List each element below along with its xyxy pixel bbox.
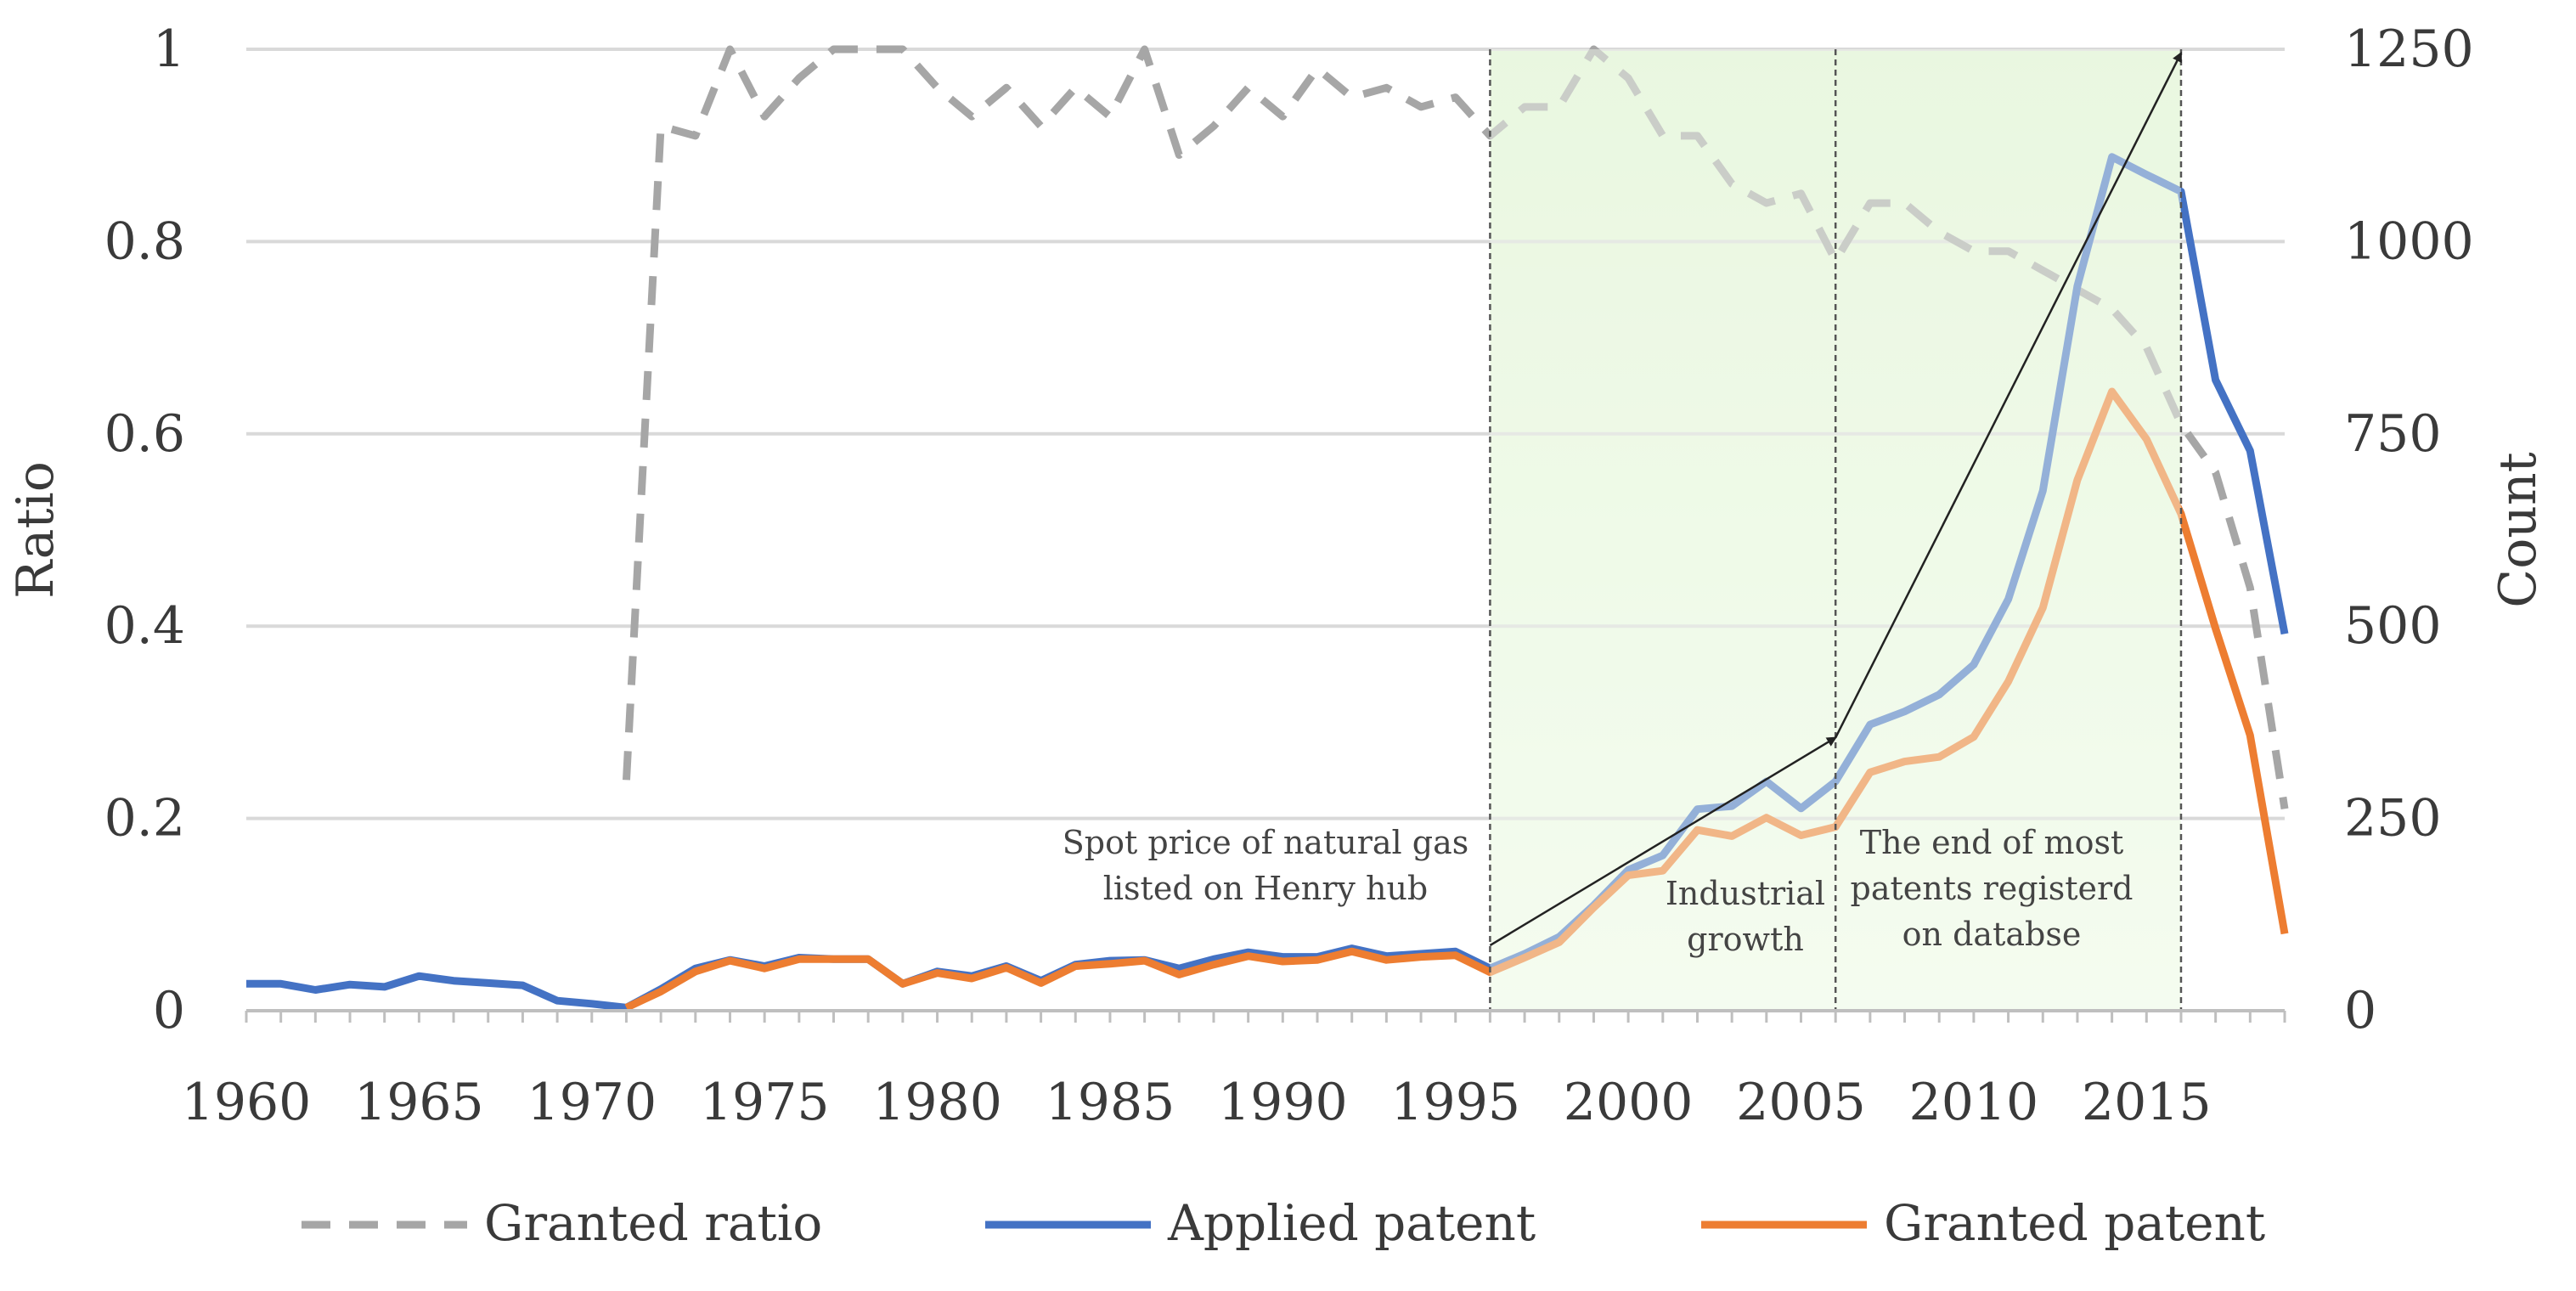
x-tick-label-2015: 2015 (2082, 1073, 2212, 1132)
legend: Granted ratio Applied patent Granted paten… (302, 1194, 2265, 1252)
y-right-tick-label-500: 500 (2344, 596, 2442, 656)
annotation-layer: Spot price of natural gas listed on Henry… (1063, 49, 2183, 1011)
x-tick-label-1995: 1995 (1390, 1073, 1520, 1132)
x-tick-label-2005: 2005 (1736, 1073, 1866, 1132)
y-right-tick-label-1000: 1000 (2344, 211, 2474, 271)
x-tick-label-2010: 2010 (1909, 1073, 2039, 1132)
x-tick-label-1980: 1980 (872, 1073, 1002, 1132)
x-tick-label-1985: 1985 (1046, 1073, 1175, 1132)
y-right-tick-label-1250: 1250 (2344, 20, 2474, 79)
trend-arrow-2006-2016 (1835, 51, 2183, 739)
x-tick-label-1965: 1965 (354, 1073, 484, 1132)
annotation-end-patents-line-2: patents registerd (1851, 870, 2134, 907)
legend-label-granted-patent: Granted patent (1884, 1194, 2265, 1252)
y-left-tick-label-0: 0 (153, 981, 185, 1040)
x-tick-label-2000: 2000 (1564, 1073, 1694, 1132)
legend-label-applied-patent: Applied patent (1167, 1194, 1536, 1252)
y-left-axis-title: Ratio (6, 461, 65, 599)
annotation-spot-price-line-2: listed on Henry hub (1103, 870, 1429, 907)
legend-label-granted-ratio: Granted ratio (484, 1194, 822, 1252)
y-right-axis-title: Count (2489, 452, 2548, 607)
x-tick-label-1960: 1960 (182, 1073, 312, 1132)
annotation-industrial-line-2: growth (1687, 921, 1804, 958)
y-left-tick-label-0.2: 0.2 (104, 789, 185, 848)
y-left-tick-label-0.8: 0.8 (104, 211, 185, 271)
annotation-end-patents-line-1: The end of most (1860, 824, 2123, 861)
series-line-applied-patent (246, 153, 2289, 1012)
y-right-tick-label-750: 750 (2344, 404, 2442, 464)
x-tick-label-1975: 1975 (700, 1073, 830, 1132)
y-right-tick-label-250: 250 (2344, 789, 2442, 848)
axes: 1960 1965 1970 1975 1980 1985 1990 1995 2000 2005… (6, 20, 2548, 1132)
gridlines (246, 48, 2285, 820)
annotation-end-patents-line-3: on databse (1902, 916, 2082, 953)
series-line-granted-ratio (623, 45, 2289, 809)
y-left-tick-label-0.6: 0.6 (104, 404, 185, 464)
x-tick-label-1990: 1990 (1218, 1073, 1348, 1132)
y-left-tick-label-0.4: 0.4 (104, 596, 185, 656)
trend-arrow-1996-2006 (1489, 736, 1837, 947)
y-right-tick-label-0: 0 (2344, 981, 2376, 1040)
series-line-granted-patent (624, 387, 2289, 1012)
y-left-tick-label-1: 1 (153, 20, 185, 79)
x-tick-label-1970: 1970 (527, 1073, 657, 1132)
annotation-spot-price-line-1: Spot price of natural gas (1063, 824, 1469, 861)
annotation-industrial-line-1: Industrial (1666, 875, 1825, 912)
